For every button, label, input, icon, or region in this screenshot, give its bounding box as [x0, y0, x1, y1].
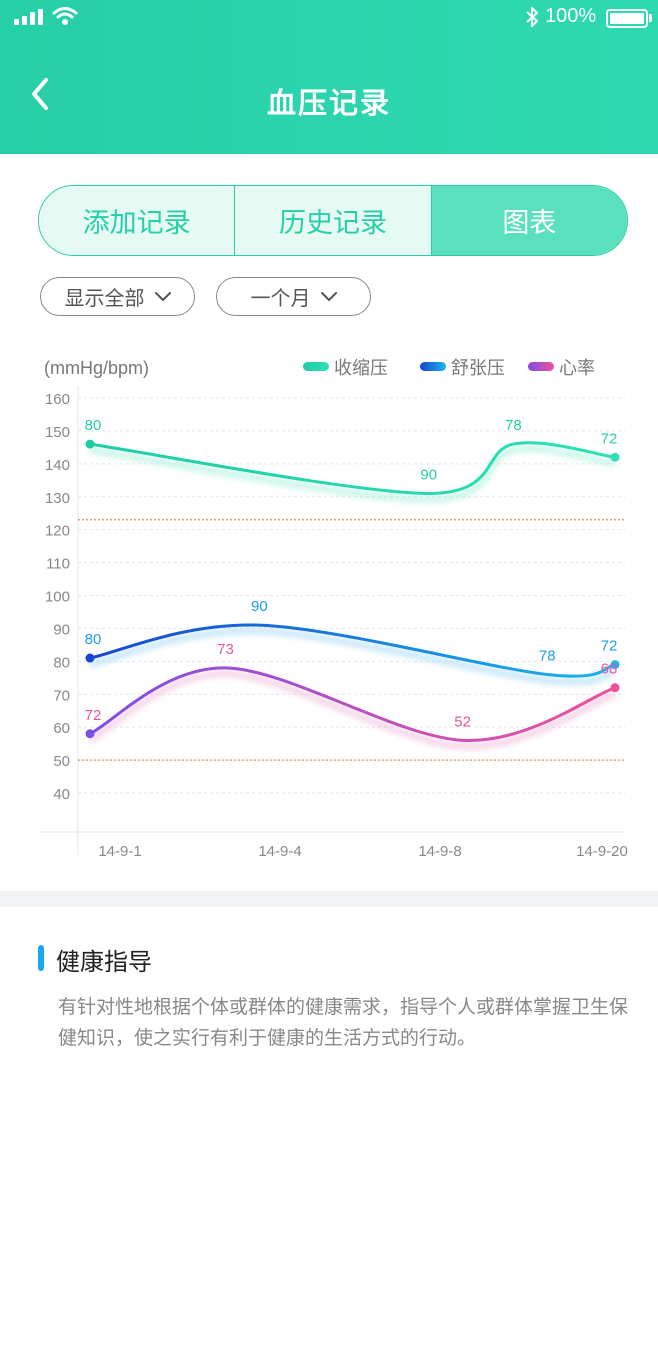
- back-button[interactable]: [22, 72, 62, 116]
- status-bar: 100%: [0, 0, 658, 36]
- heart-rate-legend-label: 心率: [559, 358, 595, 379]
- header: 100% 血压记录: [0, 0, 658, 154]
- diastolic-data-label: 80: [85, 631, 102, 648]
- y-tick-label: 90: [53, 621, 70, 638]
- bluetooth-icon: [526, 7, 538, 27]
- wifi-icon: [52, 7, 78, 25]
- battery-icon: [606, 9, 648, 28]
- heart-rate-line: [88, 666, 617, 742]
- chevron-down-icon: [154, 291, 171, 301]
- chevron-down-icon: [320, 291, 337, 301]
- battery-tip: [649, 14, 652, 22]
- y-tick-label: 120: [45, 523, 70, 540]
- y-tick-label: 160: [45, 391, 70, 408]
- systolic-legend-swatch: [303, 362, 329, 371]
- systolic-line: [88, 441, 617, 495]
- blood-pressure-chart: (mmHg/bpm) 160 150 140 130 120 110 100 90 80 70 60 5…: [40, 358, 628, 860]
- heart-rate-legend-swatch: [528, 362, 554, 371]
- heart-rate-data-label: 73: [217, 641, 234, 658]
- period-filter-label: 一个月: [250, 286, 311, 310]
- heart-rate-point: [85, 729, 95, 739]
- y-tick-label: 60: [53, 720, 70, 737]
- y-axis-unit-label: (mmHg/bpm): [44, 358, 149, 378]
- page-title: 血压记录: [266, 86, 391, 120]
- y-tick-label: 130: [45, 490, 70, 507]
- diastolic-legend-label: 舒张压: [451, 358, 505, 379]
- tab-add-record[interactable]: 添加记录: [39, 186, 235, 255]
- section-accent-bar: [38, 945, 44, 971]
- health-guide-title: 健康指导: [56, 948, 152, 976]
- x-tick-label: 14-9-20: [576, 843, 628, 860]
- heart-rate-data-label: 68: [601, 661, 618, 678]
- x-tick-label: 14-9-4: [258, 843, 301, 860]
- period-filter-dropdown[interactable]: 一个月: [216, 277, 371, 316]
- y-tick-label: 50: [53, 753, 70, 770]
- diastolic-point: [85, 653, 95, 663]
- tab-history[interactable]: 历史记录: [234, 186, 431, 255]
- tab-chart[interactable]: 图表: [430, 186, 627, 255]
- systolic-data-label: 90: [420, 466, 437, 483]
- diastolic-data-label: 78: [539, 648, 556, 665]
- diastolic-line: [88, 623, 617, 678]
- segmented-tabs: 添加记录 历史记录 图表: [38, 185, 628, 256]
- diastolic-data-label: 90: [251, 598, 268, 615]
- health-guide-text: 有针对性地根据个体或群体的健康需求，指导个人或群体掌握卫生保健知识，使之实行有利…: [58, 996, 629, 1049]
- y-tick-label: 100: [45, 589, 70, 606]
- diastolic-glow: [89, 627, 616, 686]
- range-filter-dropdown[interactable]: 显示全部: [40, 277, 195, 316]
- systolic-data-label: 80: [85, 417, 102, 434]
- systolic-point: [85, 439, 95, 449]
- systolic-data-label: 78: [505, 417, 522, 434]
- systolic-glow: [89, 445, 616, 503]
- systolic-data-label: 72: [601, 430, 618, 447]
- chevron-left-icon: [32, 78, 48, 110]
- y-tick-label: 70: [53, 687, 70, 704]
- systolic-point: [610, 452, 620, 462]
- range-filter-label: 显示全部: [64, 286, 145, 310]
- section-divider: [0, 891, 658, 907]
- heart-rate-data-label: 72: [85, 707, 102, 724]
- y-tick-label: 80: [53, 654, 70, 671]
- heart-rate-data-label: 52: [454, 713, 471, 730]
- y-tick-label: 110: [46, 556, 70, 573]
- heart-rate-point: [610, 683, 620, 693]
- diastolic-legend-swatch: [420, 362, 446, 371]
- diastolic-data-label: 72: [601, 638, 618, 655]
- x-tick-label: 14-9-1: [98, 843, 141, 860]
- signal-icon: [14, 9, 43, 25]
- diastolic-point: [610, 660, 620, 670]
- y-tick-label: 150: [45, 424, 70, 441]
- heart-rate-glow: [88, 670, 617, 750]
- battery-percent: 100%: [545, 5, 597, 27]
- systolic-legend-label: 收缩压: [334, 358, 388, 379]
- x-tick-label: 14-9-8: [418, 843, 461, 860]
- y-tick-label: 140: [45, 457, 70, 474]
- y-tick-label: 40: [53, 786, 70, 803]
